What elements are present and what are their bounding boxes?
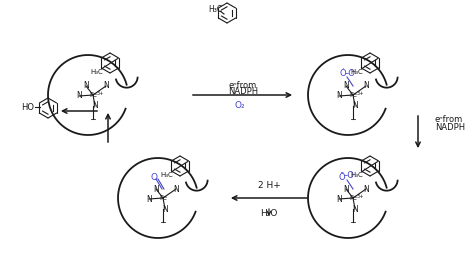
Text: N: N [76, 92, 82, 100]
Text: Ō: Ō [339, 173, 346, 181]
Text: N: N [352, 102, 358, 110]
Text: –O: –O [344, 171, 355, 180]
Text: –O: –O [345, 68, 356, 78]
Text: N: N [153, 185, 159, 194]
Text: H₃C: H₃C [161, 172, 173, 178]
Text: Fe: Fe [349, 92, 357, 98]
Text: Fe: Fe [159, 195, 167, 201]
Text: O: O [151, 173, 157, 181]
Text: Ȯ: Ȯ [340, 69, 346, 78]
Text: Fe: Fe [349, 195, 357, 201]
Text: H₃C: H₃C [208, 6, 222, 14]
Text: H₃C: H₃C [91, 69, 103, 75]
Text: HO: HO [21, 103, 35, 112]
Text: N: N [336, 195, 342, 204]
Text: N: N [352, 205, 358, 214]
Text: H₃C: H₃C [351, 172, 364, 178]
Text: N: N [103, 82, 109, 90]
Text: eⁿfrom: eⁿfrom [435, 115, 463, 124]
Text: H₂O: H₂O [260, 209, 278, 218]
Text: 3+: 3+ [357, 91, 364, 96]
Text: N: N [336, 92, 342, 100]
Text: NADPH: NADPH [228, 88, 258, 97]
Text: O₂: O₂ [235, 100, 246, 109]
Text: 3+: 3+ [97, 91, 104, 96]
Text: Fe: Fe [89, 92, 97, 98]
Text: N: N [83, 82, 89, 90]
Text: eⁿfrom: eⁿfrom [229, 80, 257, 89]
Text: N: N [146, 195, 152, 204]
Text: H₃C: H₃C [351, 69, 364, 75]
Text: NADPH: NADPH [435, 124, 465, 133]
Text: N: N [343, 185, 349, 194]
Text: N: N [92, 102, 98, 110]
Text: 3+: 3+ [357, 194, 364, 199]
Text: N: N [363, 82, 369, 90]
Text: N: N [162, 205, 168, 214]
Text: N: N [173, 185, 179, 194]
Text: 2 H+: 2 H+ [258, 181, 281, 190]
Text: N: N [343, 82, 349, 90]
Text: N: N [363, 185, 369, 194]
